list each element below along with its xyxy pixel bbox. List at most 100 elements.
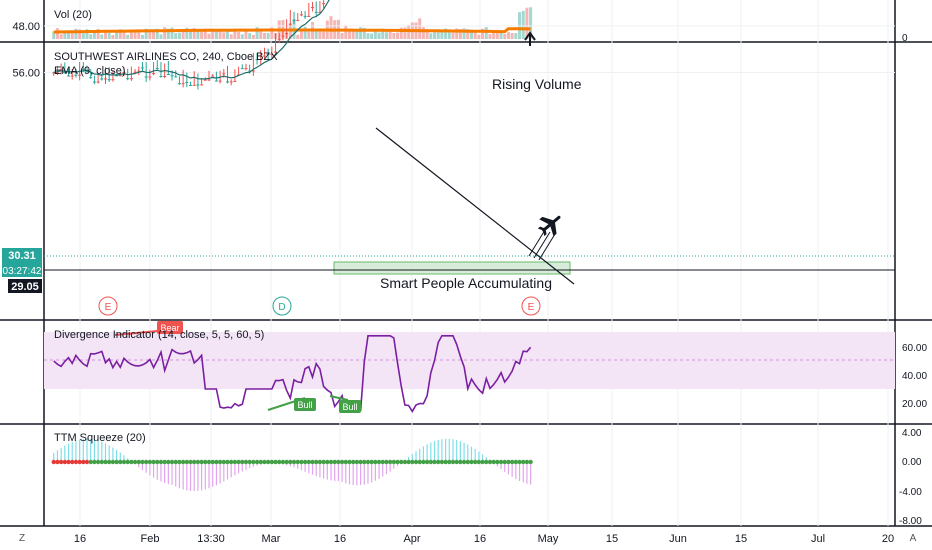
svg-text:A: A: [910, 533, 917, 544]
volume-bar: [189, 29, 193, 39]
divergence-pane: Bear Bull Bull Divergence Indicator (14,…: [44, 321, 927, 413]
event-marker-earnings-1[interactable]: E: [98, 296, 118, 316]
volume-bar: [362, 27, 366, 39]
ttm-dot: [450, 459, 456, 465]
volume-bar: [118, 29, 122, 39]
volume-bar: [81, 33, 85, 39]
volume-bar: [469, 29, 473, 39]
bull-divergence-line-2: [329, 395, 349, 401]
ttm-dot: [343, 459, 348, 465]
volume-bar: [248, 33, 252, 39]
ttm-dot: [269, 459, 275, 465]
ttm-dot: [291, 459, 297, 465]
volume-bar: [170, 27, 174, 39]
volume-bar: [181, 31, 185, 39]
divergence-line: [53, 335, 532, 413]
volume-bar: [89, 34, 93, 39]
volume-y-tick: 0: [902, 33, 908, 44]
volume-bar: [296, 34, 300, 39]
airplane-icon: [537, 215, 561, 237]
candle-body: [144, 76, 148, 78]
ttm-dot: [369, 459, 374, 465]
ttm-dot: [373, 459, 378, 465]
ttm-dot: [384, 459, 389, 465]
volume-bar: [373, 29, 377, 39]
trendline[interactable]: [375, 127, 575, 285]
price-grid: [44, 25, 895, 73]
candle-body: [244, 68, 248, 70]
ttm-dot: [217, 459, 223, 465]
ttm-dot: [55, 459, 60, 465]
volume-bar: [299, 29, 303, 39]
volume-bar: [458, 28, 462, 39]
ttm-dot: [465, 459, 470, 465]
candle-body: [311, 7, 315, 9]
ttm-dot: [395, 459, 400, 465]
ttm-dot: [228, 459, 234, 465]
candle-body: [303, 15, 307, 17]
rising-volume-label: Rising Volume: [492, 76, 582, 92]
ttm-dot: [491, 459, 496, 465]
ttm-dot: [458, 459, 463, 465]
candle-body: [214, 80, 218, 82]
ttm-dot: [140, 459, 145, 465]
ttm-dot: [336, 459, 341, 465]
candle-body: [255, 59, 259, 61]
volume-bar: [436, 29, 440, 39]
ttm-dot: [506, 459, 511, 465]
svg-text:29.05: 29.05: [11, 281, 39, 293]
up-arrow-icon: [524, 31, 536, 46]
ttm-dot: [92, 459, 97, 465]
volume-bar: [307, 31, 311, 39]
x-tick-label: Mar: [262, 533, 281, 545]
x-tick-label: 13:30: [197, 533, 225, 545]
ttm-dot: [273, 459, 278, 465]
time-axis[interactable]: 16 Feb 13:30 Mar 16 Apr 16 May 15 Jun 15 Jul 20: [74, 533, 894, 545]
ttm-dot: [299, 459, 304, 465]
volume-bar: [129, 31, 133, 39]
ttm-dot: [236, 459, 241, 465]
event-marker-earnings-2[interactable]: E: [521, 296, 541, 316]
volume-bar: [96, 28, 100, 39]
volume-bar: [440, 30, 444, 39]
volume-bar: [192, 28, 196, 39]
ttm-dot: [469, 459, 474, 465]
ttm-dot: [173, 459, 178, 465]
ttm-dot: [103, 459, 108, 465]
volume-bar: [455, 28, 459, 39]
volume-bar: [288, 24, 292, 39]
candle-body: [148, 76, 152, 78]
ttm-dot: [66, 459, 71, 465]
volume-bar: [388, 31, 392, 39]
auto-scale-right-button[interactable]: A: [910, 533, 917, 544]
volume-bar: [177, 32, 181, 39]
event-marker-dividend[interactable]: D: [272, 296, 292, 316]
ttm-dot: [118, 459, 123, 465]
x-tick-label: Jun: [669, 533, 687, 545]
ttm-dot: [132, 459, 138, 465]
accumulation-zone[interactable]: [333, 261, 571, 275]
breakout-line-1: [528, 229, 546, 257]
candle-body: [266, 53, 270, 55]
ttm-dot: [325, 459, 330, 465]
ttm-dot: [495, 459, 500, 465]
auto-scale-left-button[interactable]: Z: [19, 533, 25, 544]
price-title: SOUTHWEST AIRLINES CO, 240, Cboe BZX: [54, 51, 278, 63]
candle-body: [277, 39, 281, 41]
candle-body: [174, 76, 178, 78]
ttm-dot: [262, 459, 267, 465]
ttm-dot: [498, 459, 504, 465]
price-label-reference: 29.05: [8, 279, 42, 293]
candle-body: [104, 78, 108, 80]
volume-bar: [322, 30, 326, 39]
candle-body: [274, 51, 278, 53]
ttm-dot: [129, 459, 134, 465]
volume-bar: [92, 31, 96, 39]
x-tick-label: Jul: [811, 533, 825, 545]
candle-body: [307, 15, 311, 17]
volume-bar: [314, 30, 318, 39]
pane-frames: [0, 0, 932, 527]
ttm-dot: [225, 459, 230, 465]
volume-bar: [155, 28, 159, 39]
